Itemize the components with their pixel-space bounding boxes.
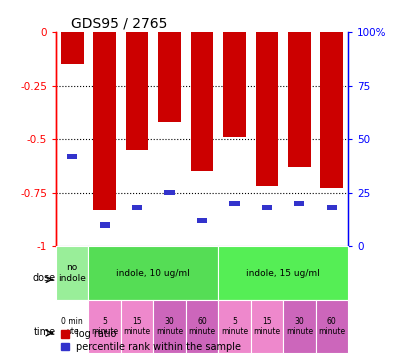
Bar: [88, 246, 121, 321]
Bar: [218, 246, 348, 300]
Bar: [88, 246, 218, 300]
Legend: log ratio, percentile rank within the sample: log ratio, percentile rank within the sa…: [61, 329, 242, 352]
Bar: [153, 246, 186, 321]
Text: 60
minute: 60 minute: [318, 317, 345, 336]
Text: 0 min
ute: 0 min ute: [61, 317, 83, 336]
Bar: [223, 32, 246, 137]
Bar: [288, 32, 311, 167]
Bar: [283, 246, 316, 321]
Text: GDS95 / 2765: GDS95 / 2765: [71, 17, 167, 31]
Bar: [294, 201, 304, 206]
Text: indole, 15 ug/ml: indole, 15 ug/ml: [246, 268, 320, 278]
Bar: [93, 32, 116, 210]
Bar: [126, 32, 148, 150]
Text: indole, 10 ug/ml: indole, 10 ug/ml: [116, 268, 190, 278]
Bar: [56, 300, 88, 353]
Bar: [316, 246, 348, 321]
Bar: [100, 222, 110, 227]
Text: no
indole: no indole: [58, 263, 86, 283]
Bar: [61, 32, 84, 64]
Bar: [56, 246, 88, 300]
Text: 15
minute: 15 minute: [253, 317, 280, 336]
Bar: [164, 190, 175, 195]
Bar: [121, 246, 153, 321]
Bar: [191, 32, 213, 171]
Text: 30
minute: 30 minute: [156, 317, 183, 336]
Text: 5
minute: 5 minute: [221, 317, 248, 336]
Bar: [251, 300, 283, 353]
Bar: [197, 218, 207, 223]
Bar: [320, 32, 343, 188]
Bar: [262, 205, 272, 210]
Bar: [229, 201, 240, 206]
Bar: [56, 246, 88, 321]
Bar: [88, 300, 121, 353]
Bar: [327, 205, 337, 210]
Text: 30
minute: 30 minute: [286, 317, 313, 336]
Bar: [256, 32, 278, 186]
Bar: [158, 32, 181, 122]
Bar: [186, 300, 218, 353]
Text: dose: dose: [33, 273, 56, 283]
Text: 5
minute: 5 minute: [91, 317, 118, 336]
Bar: [316, 300, 348, 353]
Bar: [121, 300, 153, 353]
Text: 60
minute: 60 minute: [188, 317, 216, 336]
Bar: [132, 205, 142, 210]
Bar: [67, 154, 77, 159]
Text: time: time: [34, 327, 56, 337]
Bar: [218, 246, 251, 321]
Bar: [153, 300, 186, 353]
Text: 15
minute: 15 minute: [124, 317, 151, 336]
Bar: [218, 300, 251, 353]
Bar: [186, 246, 218, 321]
Bar: [251, 246, 283, 321]
Bar: [283, 300, 316, 353]
